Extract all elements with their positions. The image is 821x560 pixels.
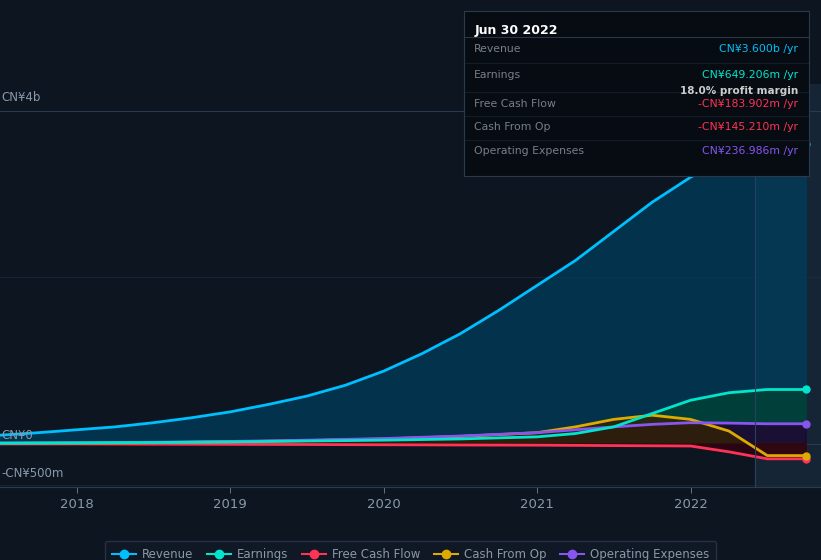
Bar <box>755 84 821 487</box>
Text: -CN¥145.210m /yr: -CN¥145.210m /yr <box>699 122 798 132</box>
Text: Cash From Op: Cash From Op <box>475 122 551 132</box>
Text: CN¥4b: CN¥4b <box>2 91 41 104</box>
Text: 18.0% profit margin: 18.0% profit margin <box>680 86 798 96</box>
Text: CN¥0: CN¥0 <box>2 429 34 442</box>
Text: -CN¥183.902m /yr: -CN¥183.902m /yr <box>699 99 798 109</box>
Text: Jun 30 2022: Jun 30 2022 <box>475 25 557 38</box>
Text: CN¥236.986m /yr: CN¥236.986m /yr <box>702 146 798 156</box>
Text: Free Cash Flow: Free Cash Flow <box>475 99 556 109</box>
Text: CN¥649.206m /yr: CN¥649.206m /yr <box>702 70 798 80</box>
Text: CN¥3.600b /yr: CN¥3.600b /yr <box>719 44 798 54</box>
Text: Earnings: Earnings <box>475 70 521 80</box>
Text: Revenue: Revenue <box>475 44 521 54</box>
Text: Operating Expenses: Operating Expenses <box>475 146 585 156</box>
Text: -CN¥500m: -CN¥500m <box>2 467 64 480</box>
Legend: Revenue, Earnings, Free Cash Flow, Cash From Op, Operating Expenses: Revenue, Earnings, Free Cash Flow, Cash … <box>105 541 716 560</box>
